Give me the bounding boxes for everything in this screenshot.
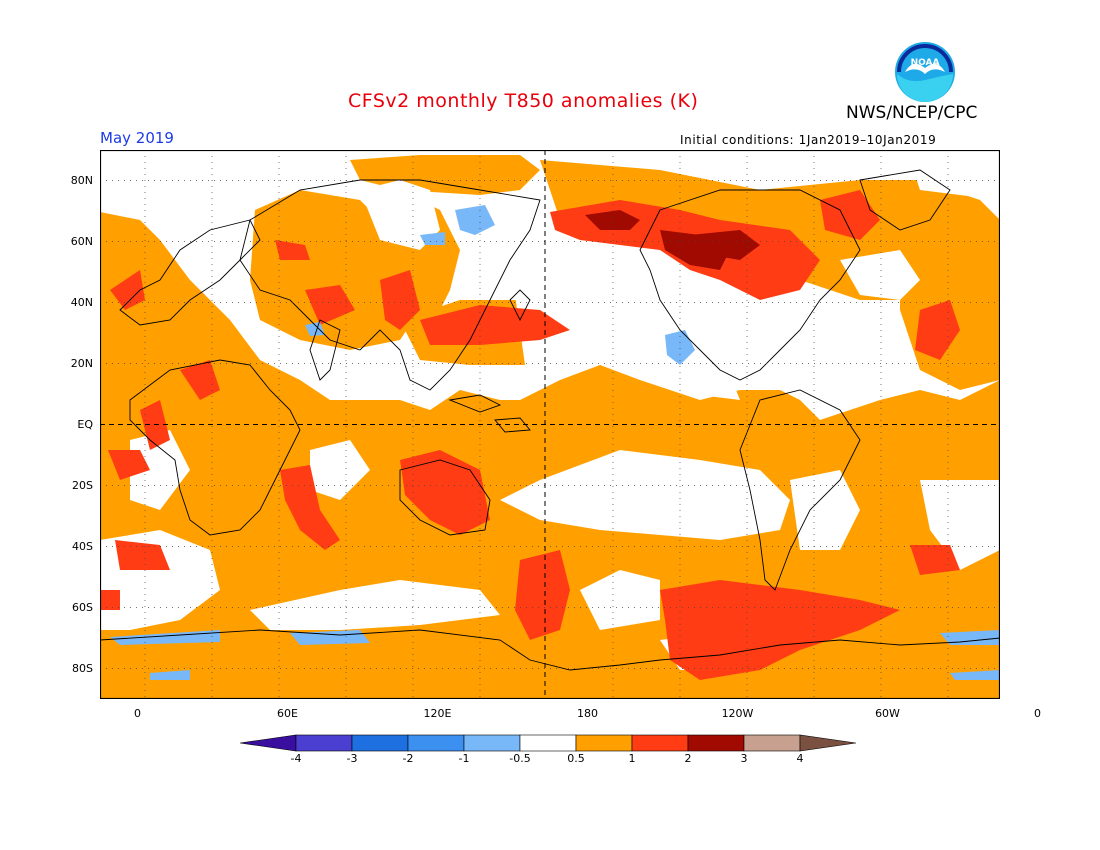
colorbar-segment [631, 734, 689, 752]
colorbar-label: 2 [684, 752, 692, 765]
lon-label: 0 [134, 707, 141, 720]
colorbar [240, 734, 857, 752]
lon-label: 180 [577, 707, 598, 720]
colorbar-label: -2 [402, 752, 414, 765]
anomaly-map [100, 150, 1000, 699]
colorbar-label: -4 [290, 752, 302, 765]
lat-label: 80S [72, 661, 93, 675]
lon-label: 0 [1034, 707, 1041, 720]
colorbar-label: 3 [740, 752, 748, 765]
colorbar-segment [575, 734, 633, 752]
lat-label: 20N [70, 356, 93, 370]
noaa-logo-text: NOAA [911, 58, 940, 68]
coastlines [100, 169, 1000, 671]
map-frame [100, 150, 1000, 699]
anomaly-blue-patches [110, 205, 1000, 680]
lat-label: 20S [72, 478, 93, 492]
anomaly-neutral-field [100, 155, 1000, 670]
colorbar-segment [743, 734, 801, 752]
colorbar-label: -0.5 [509, 752, 531, 765]
lon-label: 120E [423, 707, 452, 720]
lat-label: 40S [72, 539, 93, 553]
colorbar-segment [687, 734, 745, 752]
lat-label: 60N [70, 234, 93, 248]
colorbar-label: 1 [628, 752, 636, 765]
map-title: CFSv2 monthly T850 anomalies (K) [348, 90, 699, 112]
colorbar-label: -1 [458, 752, 470, 765]
colorbar-segment [351, 734, 409, 752]
colorbar-segment [240, 734, 297, 752]
colorbar-label: 4 [796, 752, 804, 765]
agency-label: NWS/NCEP/CPC [846, 103, 978, 123]
lon-label: 120W [721, 707, 754, 720]
anomaly-darkred-cores [585, 210, 760, 270]
initial-conditions-label: Initial conditions: 1Jan2019–10Jan2019 [680, 133, 937, 147]
noaa-logo: NOAA [895, 42, 955, 102]
lat-label: EQ [77, 417, 93, 431]
colorbar-segment [519, 734, 577, 752]
colorbar-segment [295, 734, 353, 752]
colorbar-segment [407, 734, 465, 752]
lat-label: 40N [70, 295, 93, 309]
lon-label: 60W [875, 707, 900, 720]
valid-month-label: May 2019 [100, 129, 174, 147]
colorbar-segment [463, 734, 521, 752]
graticule [100, 150, 1000, 699]
lat-label: 80N [70, 173, 93, 187]
colorbar-label: -3 [346, 752, 358, 765]
colorbar-label: 0.5 [567, 752, 585, 765]
lon-label: 60E [277, 707, 298, 720]
lat-label: 60S [72, 600, 93, 614]
colorbar-segment [799, 734, 857, 752]
